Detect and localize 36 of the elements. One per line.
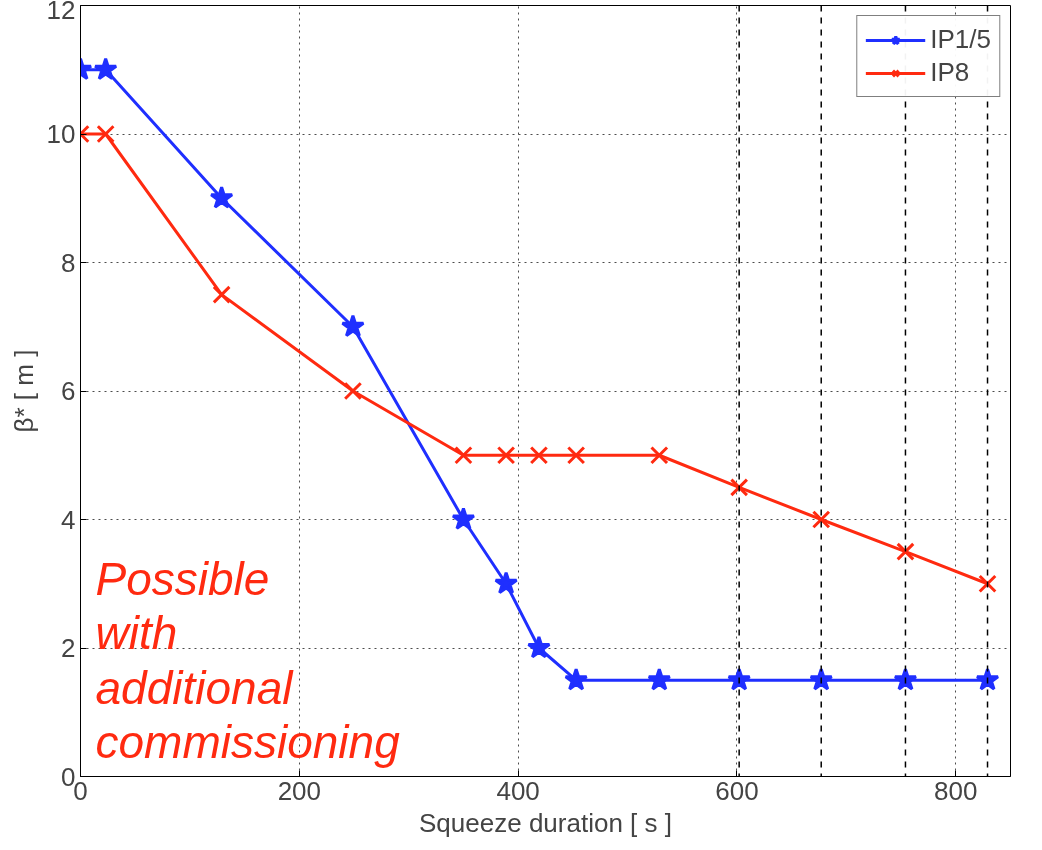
point [893, 667, 918, 691]
point [340, 314, 365, 338]
point [494, 571, 519, 595]
y-tick-label: 10 [46, 119, 76, 149]
y-tick-label: 12 [46, 0, 76, 25]
point [564, 667, 589, 691]
point [209, 185, 234, 209]
x-tick-label: 600 [715, 775, 759, 806]
annotation: Possible with additional commissioning [95, 552, 401, 769]
point [343, 381, 363, 401]
legend-label: IP1/5 [930, 24, 991, 55]
y-tick-label: 8 [61, 247, 76, 278]
point [93, 57, 118, 81]
point [811, 510, 831, 529]
point [650, 445, 669, 465]
legend-label: IP8 [930, 57, 970, 88]
x-tick-label: 400 [496, 775, 540, 806]
x-tick-label: 200 [277, 775, 322, 806]
point [975, 667, 1000, 691]
point [566, 445, 586, 465]
x-axis-title: Squeeze duration [ s ] [419, 807, 672, 838]
point [496, 445, 516, 465]
y-tick-label: 6 [61, 376, 76, 406]
point [647, 667, 672, 691]
y-tick-label: 4 [61, 504, 76, 535]
point [896, 542, 915, 561]
point [454, 445, 473, 465]
point [978, 574, 997, 594]
point [529, 445, 549, 465]
y-axis-title: β* [ m ] [8, 349, 39, 433]
point [451, 507, 476, 530]
x-tick-label: 800 [934, 775, 978, 806]
y-tick-label: 2 [61, 633, 76, 663]
point [212, 285, 231, 304]
point [526, 635, 551, 659]
point [96, 124, 115, 144]
